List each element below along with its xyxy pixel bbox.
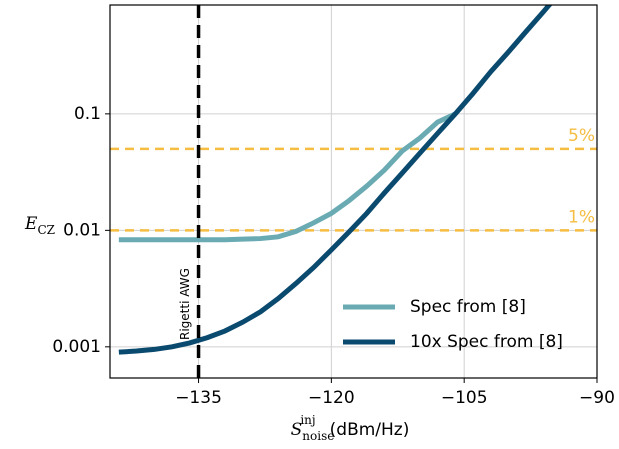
threshold-label: 1% xyxy=(568,207,595,227)
y-axis-label: ECZ xyxy=(24,214,55,237)
series-line xyxy=(118,111,457,243)
y-tick-label: 0.001 xyxy=(52,337,101,357)
reference-label: Rigetti AWG xyxy=(178,268,192,340)
plot-frame xyxy=(109,4,598,379)
x-label-sup: inj xyxy=(300,413,315,427)
x-axis-label: Snoise inj (dBm/Hz) xyxy=(291,413,410,443)
y-label-main: E xyxy=(24,214,38,234)
x-label-main: S xyxy=(291,420,303,440)
x-label-unit: (dBm/Hz) xyxy=(330,420,410,440)
threshold-label: 5% xyxy=(568,126,595,146)
y-label-sub: CZ xyxy=(37,223,55,237)
y-tick-label: 0.01 xyxy=(63,220,101,240)
y-tick-label: 0.1 xyxy=(74,104,101,124)
x-tick-label: −120 xyxy=(308,388,355,408)
series-line xyxy=(118,5,553,355)
legend-label: Spec from [8] xyxy=(410,297,526,317)
x-tick-label: −90 xyxy=(579,388,615,408)
legend-label: 10x Spec from [8] xyxy=(410,332,563,352)
x-label-sub: noise xyxy=(302,429,334,443)
x-tick-label: −105 xyxy=(441,388,488,408)
x-tick-label: −135 xyxy=(175,388,222,408)
